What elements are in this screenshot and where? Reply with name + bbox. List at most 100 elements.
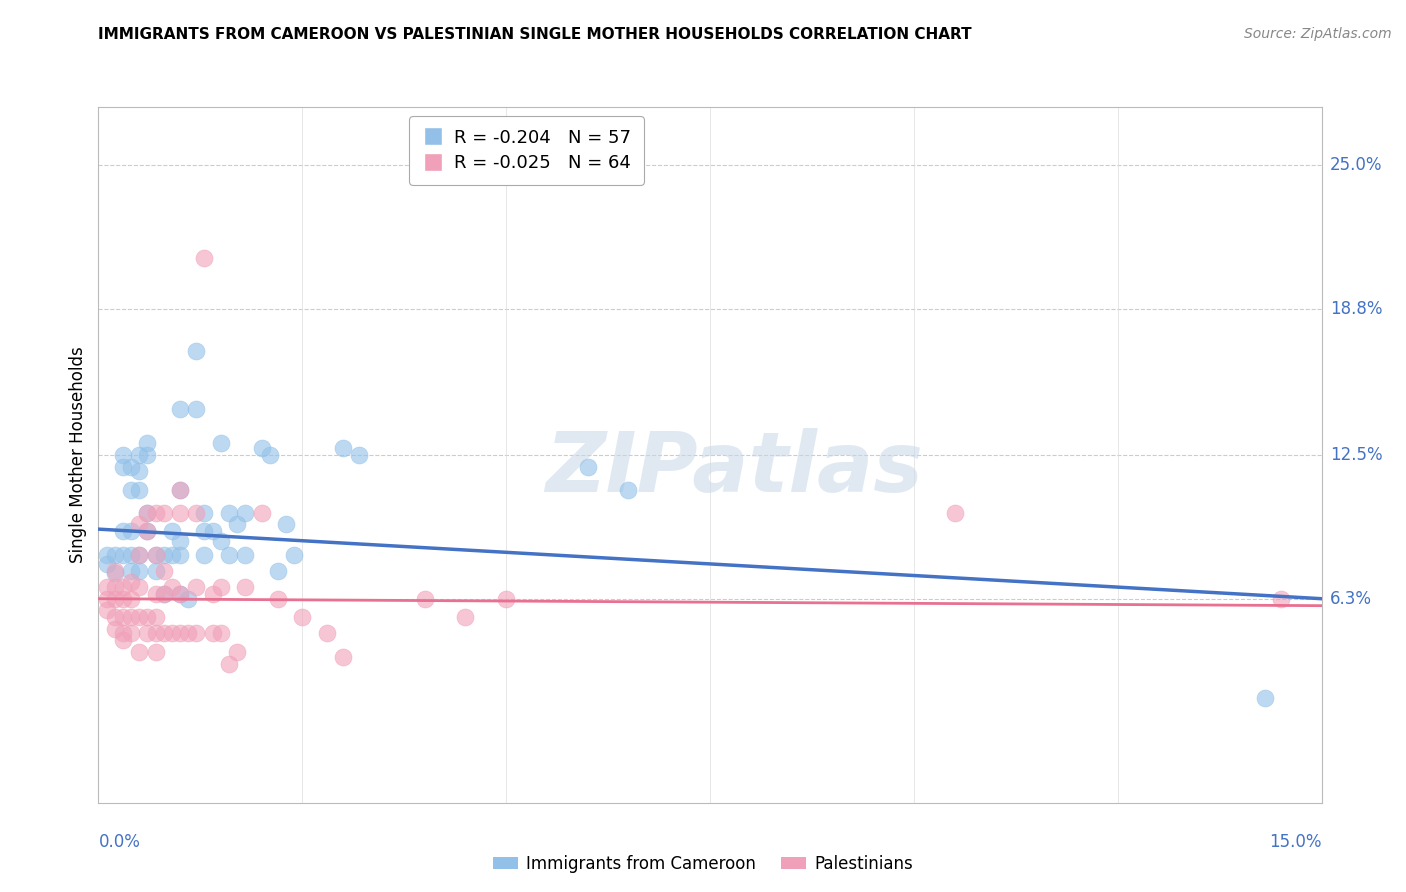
- Point: [218, 657, 240, 671]
- Point: [169, 483, 191, 497]
- Text: Source: ZipAtlas.com: Source: ZipAtlas.com: [1244, 27, 1392, 41]
- Point: [160, 548, 183, 562]
- Point: [186, 401, 208, 416]
- Point: [413, 591, 436, 606]
- Point: [152, 587, 174, 601]
- Point: [169, 533, 191, 548]
- Point: [250, 441, 273, 455]
- Point: [136, 610, 159, 624]
- Point: [104, 622, 127, 636]
- Point: [186, 580, 208, 594]
- Point: [267, 564, 290, 578]
- Point: [111, 580, 134, 594]
- Text: 0.0%: 0.0%: [98, 833, 141, 851]
- Point: [218, 548, 240, 562]
- Point: [96, 591, 118, 606]
- Point: [128, 610, 150, 624]
- Point: [1270, 591, 1292, 606]
- Point: [136, 506, 159, 520]
- Point: [145, 548, 167, 562]
- Point: [160, 524, 183, 539]
- Point: [111, 524, 134, 539]
- Point: [145, 626, 167, 640]
- Point: [111, 610, 134, 624]
- Point: [186, 506, 208, 520]
- Point: [120, 524, 142, 539]
- Point: [1253, 691, 1275, 706]
- Point: [209, 436, 232, 450]
- Point: [120, 459, 142, 474]
- Text: 25.0%: 25.0%: [1330, 156, 1382, 174]
- Point: [145, 506, 167, 520]
- Point: [160, 626, 183, 640]
- Point: [128, 645, 150, 659]
- Point: [495, 591, 517, 606]
- Point: [169, 548, 191, 562]
- Text: 15.0%: 15.0%: [1270, 833, 1322, 851]
- Point: [111, 459, 134, 474]
- Point: [104, 548, 127, 562]
- Point: [332, 649, 354, 664]
- Point: [104, 566, 127, 581]
- Point: [145, 548, 167, 562]
- Point: [120, 483, 142, 497]
- Point: [169, 587, 191, 601]
- Point: [267, 591, 290, 606]
- Point: [209, 580, 232, 594]
- Point: [145, 564, 167, 578]
- Point: [193, 251, 215, 265]
- Point: [169, 401, 191, 416]
- Point: [177, 626, 200, 640]
- Point: [96, 580, 118, 594]
- Point: [96, 548, 118, 562]
- Point: [120, 626, 142, 640]
- Legend: R = -0.204   N = 57, R = -0.025   N = 64: R = -0.204 N = 57, R = -0.025 N = 64: [409, 116, 644, 185]
- Y-axis label: Single Mother Households: Single Mother Households: [69, 347, 87, 563]
- Point: [943, 506, 966, 520]
- Point: [104, 591, 127, 606]
- Point: [152, 587, 174, 601]
- Point: [454, 610, 477, 624]
- Point: [96, 603, 118, 617]
- Point: [283, 548, 305, 562]
- Point: [128, 564, 150, 578]
- Point: [291, 610, 314, 624]
- Point: [136, 524, 159, 539]
- Point: [209, 626, 232, 640]
- Text: 18.8%: 18.8%: [1330, 300, 1382, 318]
- Point: [617, 483, 640, 497]
- Point: [332, 441, 354, 455]
- Point: [128, 580, 150, 594]
- Point: [128, 483, 150, 497]
- Point: [128, 448, 150, 462]
- Legend: Immigrants from Cameroon, Palestinians: Immigrants from Cameroon, Palestinians: [486, 848, 920, 880]
- Point: [152, 564, 174, 578]
- Point: [120, 548, 142, 562]
- Point: [128, 548, 150, 562]
- Point: [136, 524, 159, 539]
- Point: [218, 506, 240, 520]
- Point: [193, 548, 215, 562]
- Point: [120, 591, 142, 606]
- Point: [145, 645, 167, 659]
- Point: [186, 343, 208, 358]
- Point: [120, 610, 142, 624]
- Point: [128, 517, 150, 532]
- Point: [201, 524, 224, 539]
- Point: [169, 587, 191, 601]
- Text: 6.3%: 6.3%: [1330, 590, 1372, 607]
- Point: [315, 626, 337, 640]
- Point: [128, 464, 150, 478]
- Point: [128, 548, 150, 562]
- Point: [111, 626, 134, 640]
- Point: [104, 580, 127, 594]
- Point: [104, 564, 127, 578]
- Point: [136, 436, 159, 450]
- Point: [233, 580, 256, 594]
- Text: 12.5%: 12.5%: [1330, 446, 1382, 464]
- Point: [201, 587, 224, 601]
- Point: [160, 580, 183, 594]
- Point: [169, 483, 191, 497]
- Point: [120, 564, 142, 578]
- Point: [193, 524, 215, 539]
